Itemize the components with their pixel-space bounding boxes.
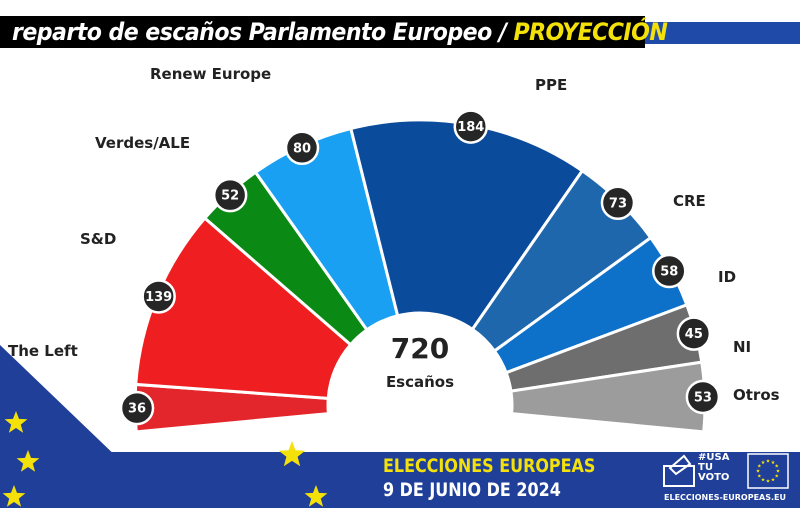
title-box bbox=[0, 16, 645, 48]
segment-s-d bbox=[134, 216, 353, 400]
total-label: Escaños bbox=[386, 373, 454, 391]
seat-count: 58 bbox=[660, 265, 678, 280]
star-icon bbox=[766, 479, 770, 483]
party-label: ID bbox=[718, 268, 736, 286]
star-icon bbox=[757, 464, 762, 468]
party-label: Renew Europe bbox=[150, 65, 271, 83]
badge-circle bbox=[212, 177, 248, 213]
banner-date: 9 DE JUNIO DE 2024 bbox=[383, 479, 561, 501]
star-icon bbox=[761, 477, 765, 482]
website-url: ELECCIONES-EUROPEAS.EU bbox=[664, 493, 786, 502]
eu-stars bbox=[2, 411, 328, 507]
seat-count: 36 bbox=[128, 402, 146, 417]
seat-count: 45 bbox=[685, 327, 703, 342]
seat-badge: 139 bbox=[141, 279, 176, 314]
banner-title: ELECCIONES EUROPEAS bbox=[383, 455, 596, 477]
party-label: Otros bbox=[733, 386, 780, 404]
seat-count: 53 bbox=[694, 390, 712, 405]
badge-circle bbox=[141, 279, 176, 314]
star-icon bbox=[757, 474, 762, 478]
center-total: 720 Escaños bbox=[386, 332, 454, 391]
star-icon bbox=[774, 474, 779, 478]
chart-labels: The Left S&D Verdes/ALE Renew Europe PPE CRE I… bbox=[8, 65, 780, 404]
star-icon bbox=[774, 464, 779, 468]
seat-badge: 36 bbox=[119, 390, 155, 426]
star-icon bbox=[2, 485, 26, 507]
segment-ppe bbox=[349, 118, 585, 332]
title-accent: PROYECCIÓN bbox=[513, 18, 668, 46]
seat-badge: 45 bbox=[676, 316, 712, 351]
seat-count: 73 bbox=[609, 196, 627, 211]
hashtag-line2: TU bbox=[698, 462, 713, 473]
badge-circle bbox=[284, 130, 320, 166]
party-label: PPE bbox=[535, 76, 567, 94]
total-seats: 720 bbox=[391, 332, 449, 365]
badge-circle bbox=[652, 253, 687, 289]
star-icon bbox=[304, 485, 328, 507]
seat-badge: 73 bbox=[600, 185, 636, 221]
star-icon bbox=[771, 460, 775, 464]
chart-title: reparto de escaños Parlamento Europeo / … bbox=[12, 16, 668, 48]
party-label: The Left bbox=[8, 342, 78, 360]
hashtag-line3: VOTO bbox=[698, 472, 730, 483]
star-icon bbox=[761, 460, 765, 464]
seat-count: 52 bbox=[221, 189, 239, 204]
seat-count: 184 bbox=[457, 120, 484, 135]
star-icon bbox=[776, 469, 780, 473]
star-icon bbox=[4, 411, 28, 433]
party-label: CRE bbox=[673, 192, 706, 210]
ballot-box-icon bbox=[663, 453, 789, 489]
seat-badge: 80 bbox=[284, 130, 320, 166]
seat-count: 80 bbox=[293, 141, 311, 156]
eu-flag-background bbox=[0, 345, 800, 508]
star-icon bbox=[16, 450, 40, 472]
hashtag: #USA TU VOTO bbox=[698, 453, 738, 483]
seat-badge: 184 bbox=[453, 109, 489, 144]
badge-circle bbox=[685, 379, 721, 415]
party-label: Verdes/ALE bbox=[95, 134, 190, 152]
badge-circle bbox=[119, 390, 155, 426]
bottom-banner bbox=[0, 452, 800, 508]
seat-badge: 58 bbox=[652, 253, 687, 289]
seat-count: 139 bbox=[145, 290, 172, 305]
chart-badges: 36 139 52 80 184 73 58 45 53 bbox=[119, 109, 721, 426]
party-label: S&D bbox=[80, 230, 116, 248]
star-icon bbox=[771, 477, 775, 482]
badge-circle bbox=[676, 316, 712, 351]
badge-circle bbox=[600, 185, 636, 221]
eu-flag-icon bbox=[756, 459, 780, 483]
seat-badge: 53 bbox=[685, 379, 721, 415]
badge-circle bbox=[453, 109, 489, 144]
chart-segments bbox=[133, 118, 707, 434]
seat-badge: 52 bbox=[212, 177, 248, 213]
hashtag-line1: #USA bbox=[698, 452, 730, 463]
star-icon bbox=[756, 469, 760, 473]
party-label: NI bbox=[733, 338, 751, 356]
star-icon bbox=[766, 459, 770, 463]
title-main: reparto de escaños Parlamento Europeo / bbox=[12, 18, 514, 46]
star-icon bbox=[278, 441, 306, 467]
